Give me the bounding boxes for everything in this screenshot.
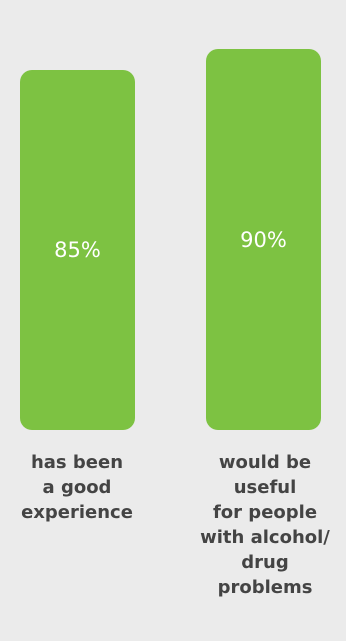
bar-value-label-2: 90% — [240, 227, 287, 252]
bar-value-label-1: 85% — [54, 238, 101, 263]
category-label-2: would be useful for people with alcohol/… — [200, 452, 330, 598]
bar-1: 85% — [20, 70, 135, 430]
bar-2: 90% — [206, 49, 321, 430]
category-label-1: has been a good experience — [21, 452, 133, 523]
